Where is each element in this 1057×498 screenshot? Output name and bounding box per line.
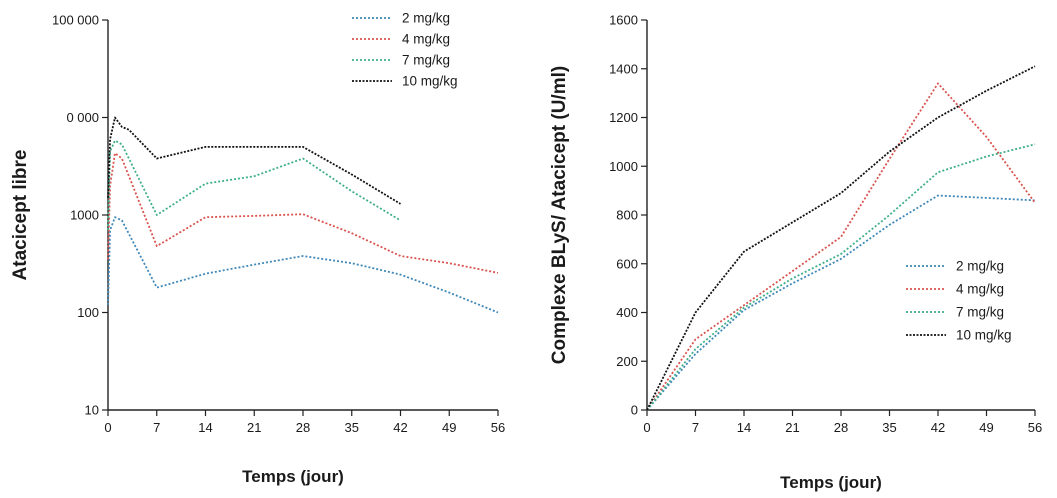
x-tick-label: 35 — [345, 420, 359, 435]
y-tick-label: 1600 — [609, 13, 638, 28]
x-tick-label: 56 — [491, 420, 505, 435]
x-tick-label: 28 — [296, 420, 310, 435]
x-axis-title: Temps (jour) — [242, 467, 344, 486]
x-tick-label: 49 — [979, 420, 993, 435]
x-tick-label: 28 — [834, 420, 848, 435]
x-tick-label: 7 — [153, 420, 160, 435]
legend-label-1: 4 mg/kg — [956, 282, 1004, 297]
y-tick-label: 100 000 — [52, 13, 99, 28]
y-tick-label: 200 — [616, 354, 638, 369]
legend-label-2: 7 mg/kg — [402, 53, 450, 68]
x-axis-title: Temps (jour) — [780, 473, 882, 492]
y-tick-label: 10 — [85, 403, 99, 418]
y-tick-label: 0 — [631, 403, 638, 418]
series-line-2 — [646, 143, 1036, 411]
series-line-3 — [107, 116, 401, 205]
series-line-1 — [646, 82, 1036, 411]
x-tick-label: 56 — [1028, 420, 1042, 435]
x-tick-label: 21 — [785, 420, 799, 435]
y-axis-title: Atacicept libre — [10, 150, 31, 281]
chart-right-blys-complex: 0 7 14 21 28 35 42 49 56 0 200 400 600 800 1000 1200 140… — [549, 13, 1042, 493]
series-line-1 — [107, 152, 499, 274]
y-tick-label: 600 — [616, 256, 638, 271]
x-tick-label: 42 — [393, 420, 407, 435]
series-line-0 — [107, 216, 499, 314]
x-tick-label: 21 — [247, 420, 261, 435]
y-tick-label: 400 — [616, 305, 638, 320]
x-tick-label: 49 — [442, 420, 456, 435]
y-tick-label: 1400 — [609, 61, 638, 76]
x-tick-label: 42 — [931, 420, 945, 435]
series-line-0 — [646, 194, 1036, 411]
x-tick-label: 35 — [882, 420, 896, 435]
legend-label-3: 10 mg/kg — [956, 328, 1012, 343]
y-tick-label: 1200 — [609, 110, 638, 125]
y-axis-title: Complexe BLyS/ Atacicept (U/ml) — [549, 66, 570, 364]
y-tick-label: 1000 — [70, 208, 99, 223]
chart-left-free-atacicept: 0 7 14 21 28 35 42 49 56 10 100 1000 0 000 100 000 Ata… — [10, 11, 505, 487]
series-line-3 — [646, 65, 1036, 411]
y-tick-label: 800 — [616, 208, 638, 223]
legend-label-1: 4 mg/kg — [402, 32, 450, 47]
x-tick-label: 14 — [737, 420, 751, 435]
y-tick-label: 0 000 — [66, 110, 99, 125]
x-tick-label: 14 — [198, 420, 212, 435]
y-tick-label: 100 — [77, 305, 99, 320]
legend-label-0: 2 mg/kg — [402, 11, 450, 26]
x-tick-label: 0 — [104, 420, 111, 435]
legend-label-2: 7 mg/kg — [956, 305, 1004, 320]
legend-label-0: 2 mg/kg — [956, 259, 1004, 274]
series-line-2 — [107, 139, 401, 231]
x-tick-label: 7 — [692, 420, 699, 435]
y-tick-label: 1000 — [609, 159, 638, 174]
legend-label-3: 10 mg/kg — [402, 74, 458, 89]
x-tick-label: 0 — [643, 420, 650, 435]
